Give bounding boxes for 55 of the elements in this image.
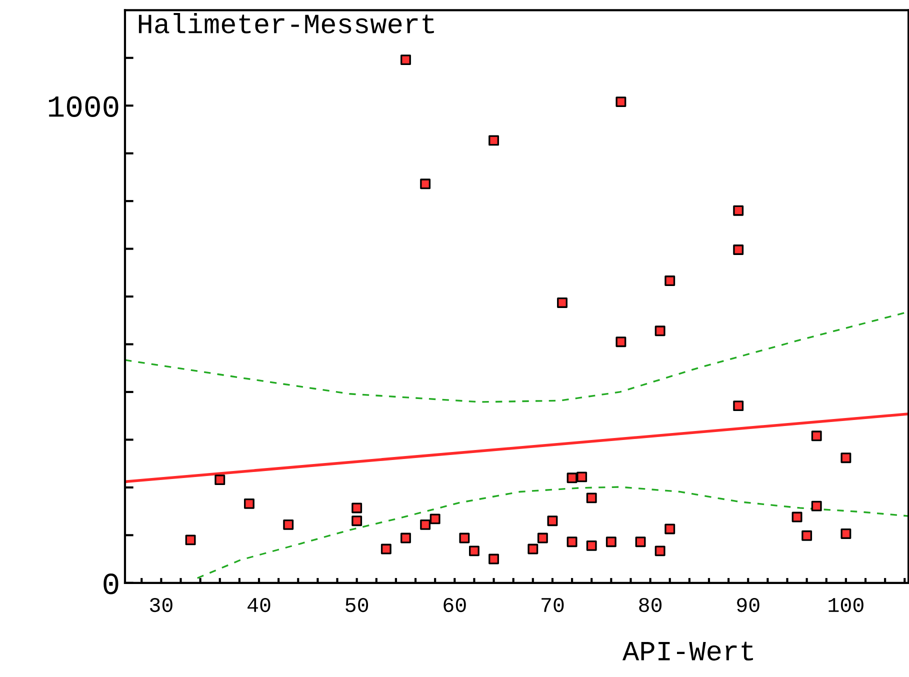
point <box>420 519 431 530</box>
point <box>244 498 254 509</box>
point <box>792 512 802 522</box>
point <box>537 532 548 544</box>
point <box>430 514 440 524</box>
point <box>802 530 812 541</box>
point <box>654 326 666 336</box>
point <box>635 536 646 548</box>
point <box>488 135 500 146</box>
point <box>606 536 616 548</box>
y-tick-label: 0 <box>104 574 118 594</box>
point <box>840 452 852 464</box>
point <box>616 96 626 108</box>
point <box>616 336 626 348</box>
point <box>214 474 226 486</box>
x-tick-label: 30 <box>150 598 172 612</box>
point <box>586 492 597 504</box>
point <box>547 516 558 526</box>
point <box>420 178 431 190</box>
point <box>566 536 578 548</box>
point <box>664 524 676 534</box>
x-axis-title: API-Wert <box>622 642 753 661</box>
x-tick-label: 40 <box>248 598 270 612</box>
point <box>733 400 744 412</box>
point <box>528 544 538 554</box>
x-tick-label: 100 <box>828 598 864 612</box>
point <box>459 532 470 544</box>
point <box>352 516 362 526</box>
point <box>400 54 411 66</box>
point <box>488 554 500 564</box>
point <box>840 528 852 539</box>
point <box>733 244 744 255</box>
line-series <box>196 486 909 579</box>
x-tick-label: 80 <box>639 598 662 612</box>
point <box>283 519 294 530</box>
x-tick-label: 50 <box>346 598 368 612</box>
point <box>576 472 588 482</box>
chart-title: Halimeter-Messwert <box>138 13 434 34</box>
point <box>811 500 822 512</box>
point <box>557 298 568 308</box>
point <box>185 534 196 546</box>
y-tick-label: 1000 <box>48 96 118 117</box>
point <box>733 205 744 216</box>
point <box>586 540 597 551</box>
point <box>811 430 822 442</box>
point <box>654 546 666 556</box>
point <box>566 472 578 484</box>
point <box>664 276 676 286</box>
point <box>380 544 392 554</box>
x-tick-label: 90 <box>737 598 760 612</box>
point <box>400 532 411 544</box>
x-tick-label: 70 <box>542 598 564 612</box>
point <box>352 502 362 514</box>
x-tick-label: 60 <box>444 598 466 612</box>
point <box>468 546 480 556</box>
